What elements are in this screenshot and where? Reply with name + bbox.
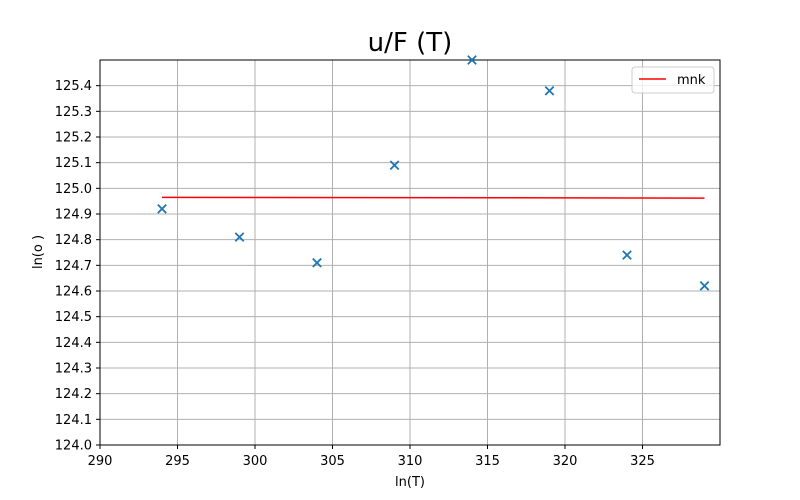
scatter-point xyxy=(544,85,555,96)
legend: mnk xyxy=(631,66,715,94)
scatter-point-stroke xyxy=(544,85,555,96)
scatter-point xyxy=(389,160,400,171)
y-tick-label: 125.4 xyxy=(55,79,92,94)
plot-series xyxy=(157,55,710,291)
y-axis-ticks: 124.0 124.1 124.2 124.3 124.4 124.5 124.6 124.7… xyxy=(55,79,100,454)
y-tick-label: 124.2 xyxy=(55,387,92,402)
x-tick-label: 305 xyxy=(320,454,345,469)
x-axis-label: ln(T) xyxy=(395,475,425,490)
y-tick-label: 124.7 xyxy=(55,259,92,274)
x-tick-label: 315 xyxy=(475,454,500,469)
x-tick-label: 295 xyxy=(165,454,190,469)
y-tick-label: 124.6 xyxy=(55,285,92,300)
scatter-point xyxy=(699,281,710,291)
y-tick-label: 124.0 xyxy=(55,439,92,454)
chart-title: u/F (T) xyxy=(368,28,453,58)
legend-label-mnk: mnk xyxy=(677,73,706,88)
scatter-point-stroke xyxy=(389,160,400,171)
y-tick-label: 124.8 xyxy=(55,233,92,248)
y-tick-label: 125.3 xyxy=(55,105,92,120)
y-tick-label: 125.2 xyxy=(55,131,92,146)
x-axis-ticks: 290 295 300 305 310 315 320 325 xyxy=(88,445,655,469)
x-tick-label: 310 xyxy=(398,454,423,469)
scatter-point-stroke xyxy=(312,257,322,268)
x-tick-label: 300 xyxy=(243,454,268,469)
x-tick-label: 320 xyxy=(553,454,578,469)
y-tick-label: 124.4 xyxy=(55,336,92,351)
y-tick-label: 124.1 xyxy=(55,413,92,428)
scatter-point-stroke xyxy=(157,204,167,214)
scatter-point-stroke xyxy=(467,55,477,65)
scatter-point xyxy=(467,55,477,65)
scatter-point xyxy=(622,250,632,260)
y-tick-label: 124.3 xyxy=(55,362,92,377)
fit-line-mnk xyxy=(161,196,705,199)
scatter-point xyxy=(234,232,245,242)
y-tick-label: 125.1 xyxy=(55,156,92,171)
y-tick-label: 124.5 xyxy=(55,310,92,325)
x-tick-label: 290 xyxy=(88,454,113,469)
scatter-point xyxy=(312,257,322,268)
scatter-point xyxy=(157,204,167,214)
y-tick-label: 125.0 xyxy=(55,182,92,197)
y-tick-label: 124.9 xyxy=(55,208,92,223)
scatter-point-stroke xyxy=(699,281,710,291)
x-tick-label: 325 xyxy=(630,454,655,469)
scatter-point-stroke xyxy=(234,232,245,242)
y-axis-label: ln(o ) xyxy=(31,235,46,269)
legend-box xyxy=(631,66,715,94)
scatter-point-stroke xyxy=(622,250,632,260)
